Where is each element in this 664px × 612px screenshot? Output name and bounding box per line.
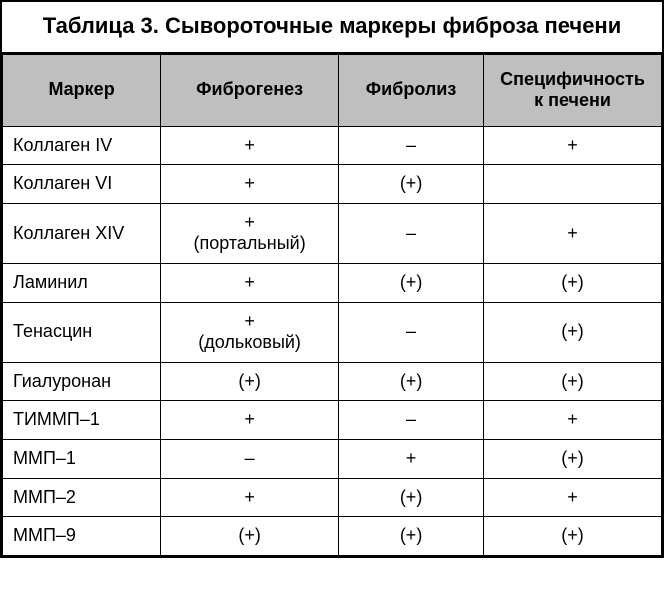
col-header-specificity: Специфичность к печени (484, 54, 662, 126)
table-row: Гиалуронан(+)(+)(+) (3, 362, 662, 401)
table-body: Коллаген IV+–+Коллаген VI+(+)Коллаген XI… (3, 126, 662, 555)
value-cell: + (161, 264, 339, 303)
value-cell: (+) (484, 440, 662, 479)
value-cell: (+) (161, 362, 339, 401)
markers-table: Маркер Фиброгенез Фибролиз Специфичность… (2, 54, 662, 556)
value-cell: (+) (339, 165, 484, 204)
value-cell: + (161, 165, 339, 204)
col-header-marker: Маркер (3, 54, 161, 126)
value-cell: + (484, 203, 662, 263)
value-cell: (+) (484, 362, 662, 401)
table-caption: Таблица 3. Сывороточные маркеры фиброза … (2, 2, 662, 54)
value-cell: (+) (339, 362, 484, 401)
marker-cell: Тенасцин (3, 302, 161, 362)
value-cell: (+) (484, 302, 662, 362)
marker-cell: Коллаген XIV (3, 203, 161, 263)
value-cell: – (339, 203, 484, 263)
value-cell: + (161, 478, 339, 517)
value-cell: + (484, 401, 662, 440)
value-cell: (+) (339, 264, 484, 303)
value-cell: + (339, 440, 484, 479)
value-cell: + (161, 126, 339, 165)
value-cell (484, 165, 662, 204)
table-row: ММП–2+(+)+ (3, 478, 662, 517)
marker-cell: ММП–9 (3, 517, 161, 556)
marker-cell: Коллаген VI (3, 165, 161, 204)
table-row: Коллаген VI+(+) (3, 165, 662, 204)
value-cell: – (339, 126, 484, 165)
value-cell: (+) (484, 517, 662, 556)
table-header: Маркер Фиброгенез Фибролиз Специфичность… (3, 54, 662, 126)
table-row: ММП–9(+)(+)(+) (3, 517, 662, 556)
table-row: Ламинил+(+)(+) (3, 264, 662, 303)
table-row: Коллаген XIV+(портальный)–+ (3, 203, 662, 263)
marker-cell: Ламинил (3, 264, 161, 303)
markers-table-container: Таблица 3. Сывороточные маркеры фиброза … (0, 0, 664, 558)
col-header-fibrolysis: Фибролиз (339, 54, 484, 126)
value-cell: +(дольковый) (161, 302, 339, 362)
marker-cell: ММП–1 (3, 440, 161, 479)
marker-cell: Коллаген IV (3, 126, 161, 165)
value-cell: (+) (339, 478, 484, 517)
value-cell: – (339, 302, 484, 362)
value-cell: +(портальный) (161, 203, 339, 263)
value-cell: + (484, 478, 662, 517)
value-cell: – (339, 401, 484, 440)
table-row: Тенасцин+(дольковый)–(+) (3, 302, 662, 362)
table-row: ММП–1–+(+) (3, 440, 662, 479)
marker-cell: Гиалуронан (3, 362, 161, 401)
value-cell: (+) (484, 264, 662, 303)
marker-cell: ТИММП–1 (3, 401, 161, 440)
value-cell: – (161, 440, 339, 479)
value-cell: + (484, 126, 662, 165)
value-cell: + (161, 401, 339, 440)
table-row: Коллаген IV+–+ (3, 126, 662, 165)
value-cell: (+) (161, 517, 339, 556)
value-cell: (+) (339, 517, 484, 556)
col-header-fibrogenesis: Фиброгенез (161, 54, 339, 126)
table-row: ТИММП–1+–+ (3, 401, 662, 440)
marker-cell: ММП–2 (3, 478, 161, 517)
